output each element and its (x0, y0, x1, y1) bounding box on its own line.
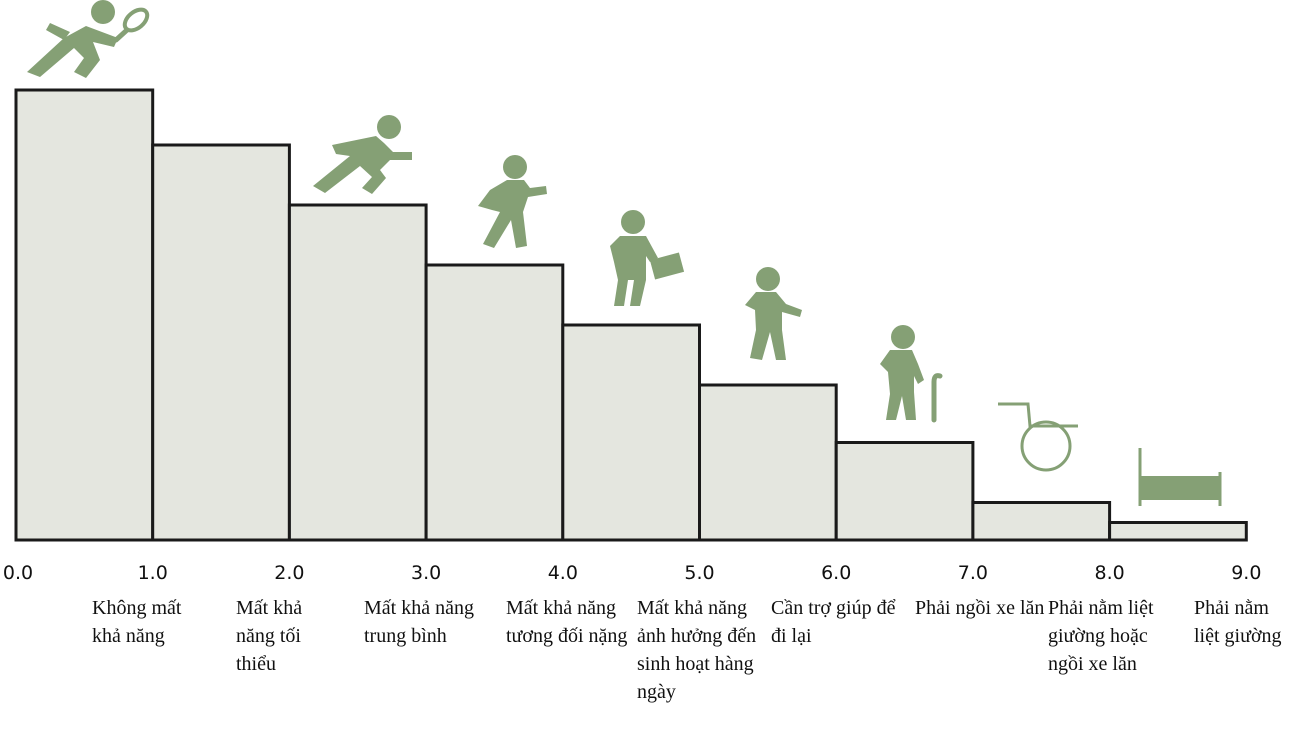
tick-label: 1.0 (137, 562, 168, 584)
category-label: Mất khả năng tối thiểu (236, 597, 303, 675)
category-label: Phải ngồi xe lăn (915, 597, 1045, 619)
step-1 (14, 88, 155, 542)
category-label: Phải nằm liệt giường (1194, 597, 1282, 647)
tick-label: 4.0 (547, 562, 578, 584)
tick-label: 2.0 (274, 562, 305, 584)
step-4 (424, 263, 565, 542)
category-label: Mất khả năng tương đối nặng (506, 597, 628, 647)
tick-label: 9.0 (1231, 562, 1262, 584)
tick-label: 5.0 (684, 562, 715, 584)
person-with-briefcase-icon (610, 210, 685, 306)
runner-icon (313, 115, 412, 194)
step-7 (834, 441, 975, 542)
wheelchair-icon (998, 402, 1078, 472)
tick-label: 3.0 (410, 562, 442, 584)
step-8 (971, 501, 1112, 542)
category-label: Phải nằm liệt giường hoặc ngồi xe lăn (1048, 597, 1154, 675)
walker-icon (478, 155, 547, 248)
step-6 (698, 383, 838, 542)
person-with-cane-icon (880, 325, 943, 423)
step-3 (287, 203, 428, 542)
step-2 (151, 143, 291, 542)
bed-icon (1138, 448, 1222, 506)
tick-label: 7.0 (957, 562, 988, 584)
slow-walker-icon (745, 267, 802, 360)
step-9 (1108, 521, 1248, 542)
category-label: Mất khả năng ảnh hưởng đến sinh hoạt hàn… (637, 597, 757, 703)
tick-label: 6.0 (821, 562, 852, 584)
tick-label: 0.0 (2, 562, 34, 584)
category-label: Không mất khả năng (92, 597, 182, 647)
category-label: Cần trợ giúp để đi lại (771, 597, 896, 647)
step-5 (561, 323, 701, 542)
tick-label: 8.0 (1094, 562, 1125, 584)
tennis-player-icon (27, 0, 150, 78)
category-label: Mất khả năng trung bình (364, 597, 474, 647)
steps-group (14, 88, 1248, 542)
